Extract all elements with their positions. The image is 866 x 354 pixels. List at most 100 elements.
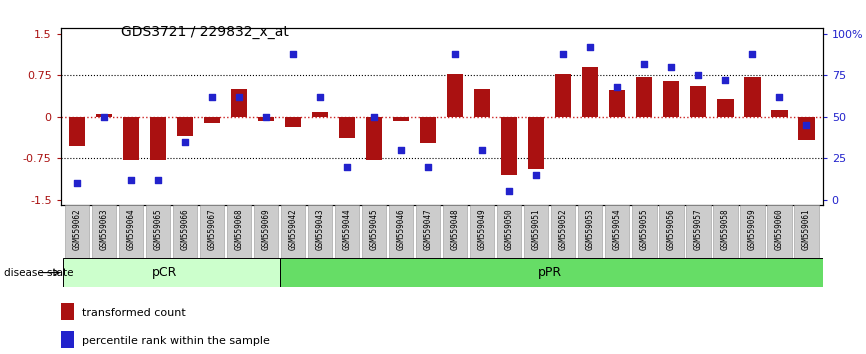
Text: GSM559062: GSM559062 [73, 208, 81, 250]
Text: GSM559047: GSM559047 [423, 208, 433, 250]
Text: GSM559066: GSM559066 [180, 208, 190, 250]
FancyBboxPatch shape [389, 205, 413, 258]
Bar [204, 117, 220, 124]
Bar [339, 117, 355, 138]
FancyBboxPatch shape [443, 205, 468, 258]
Bar [393, 117, 410, 121]
Text: GSM559065: GSM559065 [153, 208, 163, 250]
Text: GSM559068: GSM559068 [235, 208, 243, 250]
Text: GSM559057: GSM559057 [694, 208, 703, 250]
Point [664, 64, 678, 70]
FancyBboxPatch shape [794, 205, 818, 258]
FancyBboxPatch shape [145, 205, 170, 258]
Bar [177, 117, 193, 136]
FancyBboxPatch shape [335, 205, 359, 258]
Bar [745, 77, 760, 117]
FancyBboxPatch shape [65, 205, 89, 258]
Bar [150, 117, 166, 160]
FancyBboxPatch shape [281, 205, 305, 258]
FancyBboxPatch shape [659, 205, 683, 258]
Bar [61, 303, 74, 320]
Point [746, 51, 759, 57]
Text: pPR: pPR [538, 266, 562, 279]
FancyBboxPatch shape [416, 205, 440, 258]
Bar [61, 331, 74, 348]
Text: GSM559048: GSM559048 [450, 208, 460, 250]
Text: GSM559045: GSM559045 [370, 208, 378, 250]
Bar [609, 90, 625, 117]
Text: GSM559063: GSM559063 [100, 208, 108, 250]
Point [449, 51, 462, 57]
Text: transformed count: transformed count [82, 308, 186, 318]
Point [421, 164, 435, 170]
FancyBboxPatch shape [551, 205, 575, 258]
Bar [312, 113, 328, 117]
Point [529, 172, 543, 178]
Bar [285, 117, 301, 127]
Text: GSM559056: GSM559056 [667, 208, 675, 250]
Bar [582, 67, 598, 117]
Point [232, 94, 246, 100]
FancyBboxPatch shape [578, 205, 603, 258]
FancyBboxPatch shape [173, 205, 197, 258]
FancyBboxPatch shape [740, 205, 765, 258]
Point [772, 94, 786, 100]
Text: GSM559061: GSM559061 [802, 208, 811, 250]
Point [70, 180, 84, 186]
Point [151, 177, 165, 183]
Bar [366, 117, 382, 160]
Point [205, 94, 219, 100]
Text: GSM559058: GSM559058 [721, 208, 730, 250]
FancyBboxPatch shape [308, 205, 333, 258]
Bar [637, 77, 652, 117]
Bar [690, 86, 707, 117]
FancyBboxPatch shape [470, 205, 494, 258]
FancyBboxPatch shape [605, 205, 630, 258]
FancyBboxPatch shape [200, 205, 224, 258]
Text: GSM559054: GSM559054 [613, 208, 622, 250]
FancyBboxPatch shape [63, 258, 280, 287]
Bar [772, 110, 787, 117]
Point [97, 114, 111, 120]
FancyBboxPatch shape [362, 205, 386, 258]
Point [502, 189, 516, 194]
Bar [258, 117, 275, 121]
Bar [123, 117, 139, 160]
Text: GSM559042: GSM559042 [288, 208, 298, 250]
FancyBboxPatch shape [632, 205, 656, 258]
FancyBboxPatch shape [254, 205, 278, 258]
Point [340, 164, 354, 170]
Text: GSM559067: GSM559067 [208, 208, 216, 250]
Point [367, 114, 381, 120]
Bar [555, 74, 572, 117]
Text: pCR: pCR [152, 266, 178, 279]
Bar [798, 117, 815, 140]
FancyBboxPatch shape [497, 205, 521, 258]
Text: disease state: disease state [4, 268, 74, 278]
Point [475, 147, 489, 153]
Point [259, 114, 273, 120]
Point [719, 78, 733, 83]
FancyBboxPatch shape [714, 205, 738, 258]
Text: GSM559051: GSM559051 [532, 208, 540, 250]
FancyBboxPatch shape [524, 205, 548, 258]
Point [611, 84, 624, 90]
Text: GSM559052: GSM559052 [559, 208, 568, 250]
Text: percentile rank within the sample: percentile rank within the sample [82, 336, 270, 346]
Text: GSM559055: GSM559055 [640, 208, 649, 250]
Bar [717, 99, 734, 117]
Point [584, 44, 598, 50]
Text: GSM559069: GSM559069 [262, 208, 270, 250]
Bar [447, 74, 463, 117]
Point [691, 73, 705, 78]
Bar [231, 89, 247, 117]
Bar [528, 117, 545, 169]
Text: GSM559053: GSM559053 [585, 208, 595, 250]
Text: GSM559050: GSM559050 [505, 208, 514, 250]
Text: GSM559060: GSM559060 [775, 208, 784, 250]
Text: GSM559046: GSM559046 [397, 208, 405, 250]
Bar [420, 117, 436, 143]
Point [556, 51, 570, 57]
Point [124, 177, 138, 183]
FancyBboxPatch shape [686, 205, 710, 258]
